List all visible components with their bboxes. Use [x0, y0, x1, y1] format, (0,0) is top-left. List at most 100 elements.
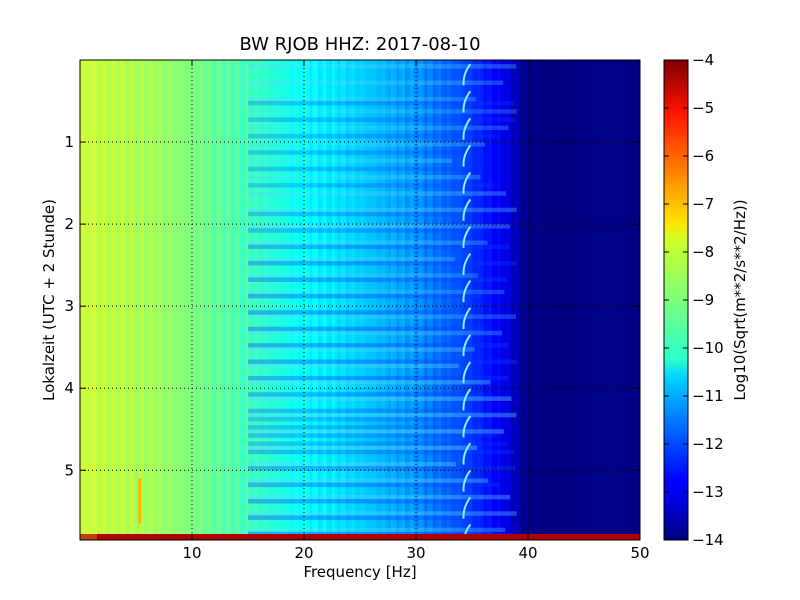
colorbar-ticks: −4 −5 −6 −7 −8 −9 −10 −11 −12 −13 −14	[664, 51, 724, 549]
spectrogram-column	[80, 60, 84, 540]
x-axis-label: Frequency [Hz]	[303, 563, 416, 581]
spectrogram-column	[225, 60, 229, 540]
spectrogram-column	[147, 60, 151, 540]
spectrogram-column	[424, 60, 428, 540]
spectrogram-column	[441, 60, 445, 540]
spectrogram-column	[295, 60, 299, 540]
spectrogram-column	[544, 60, 549, 540]
colorbar-tick-label: −10	[692, 339, 724, 357]
spectrogram-column	[108, 60, 112, 540]
colorbar-tick-label: −6	[692, 147, 714, 165]
spectrogram-column	[519, 60, 523, 540]
spectrogram-row-stripe	[248, 359, 517, 364]
spectrogram-column	[508, 60, 512, 540]
spectrogram-column	[220, 60, 224, 540]
spectrogram-column	[379, 60, 383, 540]
tonal-line-segment	[462, 198, 472, 221]
spectrogram-column	[152, 60, 157, 540]
spectrogram-column	[91, 60, 95, 540]
grid-lines	[80, 60, 640, 540]
colorbar-tick-label: −8	[692, 243, 714, 261]
spectrogram-column	[206, 60, 210, 540]
spectrogram-column	[407, 60, 411, 540]
colorbar-tick-label: −12	[692, 435, 724, 453]
spectrogram-row-stripe	[248, 224, 510, 229]
colorbar-tick-label: −11	[692, 387, 724, 405]
spectrogram-column	[388, 60, 392, 540]
spectrogram-column	[455, 60, 459, 540]
saturated-row	[80, 534, 640, 540]
spectrogram-row-stripe	[248, 314, 516, 319]
spectrogram-row-stripe	[248, 375, 508, 381]
spectrogram-column	[228, 60, 232, 540]
spectrogram-column	[404, 60, 409, 540]
spectrogram-column	[600, 60, 605, 540]
y-tick-label: 5	[64, 461, 74, 479]
colorbar-tick-label: −14	[692, 531, 724, 549]
spectrogram-row-stripe	[248, 462, 457, 467]
spectrogram-row-stripe	[248, 441, 507, 447]
spectrogram-column	[133, 60, 137, 540]
spectrogram-row-stripe	[248, 466, 516, 471]
spectrogram-column	[620, 60, 624, 540]
spectrogram-column	[264, 60, 269, 540]
spectrogram-row-stripe	[248, 310, 452, 315]
spectrogram-column	[502, 60, 507, 540]
spectrogram-column	[564, 60, 568, 540]
spectrogram-column	[161, 60, 165, 540]
spectrogram-row-stripe	[248, 211, 455, 217]
spectrogram-column	[374, 60, 378, 540]
spectrogram-column	[292, 60, 297, 540]
spectrogram-column	[116, 60, 120, 540]
spectrogram-column	[539, 60, 543, 540]
spectrogram-row-stripe	[248, 109, 517, 114]
y-axis-ticks: 1 2 3 4 5	[64, 133, 640, 479]
spectrogram-row-stripe	[248, 408, 451, 414]
tonal-line-segment	[462, 415, 472, 438]
spectrogram-column	[466, 60, 470, 540]
spectrogram-column	[376, 60, 381, 540]
spectrogram-column	[276, 60, 280, 540]
spectrogram-column	[598, 60, 602, 540]
tonal-line-segment	[462, 307, 472, 330]
tonal-line-segment	[462, 63, 472, 86]
spectrogram-column	[393, 60, 397, 540]
spectrogram-column	[494, 60, 498, 540]
spectrogram-column	[536, 60, 540, 540]
spectrogram-row-stripe	[248, 80, 504, 86]
y-tick-label: 2	[64, 215, 74, 233]
spectrogram-row-stripe	[248, 101, 515, 106]
tonal-line-segment	[462, 496, 472, 519]
spectrogram-column	[273, 60, 277, 540]
spectrogram-column	[138, 60, 143, 540]
spectrogram-row-stripe	[248, 498, 471, 504]
spectrogram-column	[528, 60, 532, 540]
spectrogram-column	[561, 60, 565, 540]
spectrogram-column	[113, 60, 117, 540]
spectrogram-column	[614, 60, 619, 540]
spectrogram-column	[270, 60, 274, 540]
spectrogram-column	[175, 60, 179, 540]
spectrogram-column	[234, 60, 238, 540]
spectrogram-row-stripe	[248, 125, 509, 131]
x-axis-ticks: 10 20 30 40 50	[182, 60, 650, 562]
spectrogram-column	[416, 60, 420, 540]
spectrogram-column	[169, 60, 173, 540]
spectrogram-column	[136, 60, 140, 540]
spectrogram-column	[402, 60, 406, 540]
spectrogram-row-stripe	[248, 183, 495, 188]
spectrogram-row-stripe	[248, 527, 506, 533]
spectrogram-column	[612, 60, 616, 540]
spectrogram-column	[547, 60, 551, 540]
colorbar-tick-label: −5	[692, 99, 714, 117]
spectrogram-column	[446, 60, 451, 540]
spectrogram-row-stripe	[248, 429, 504, 434]
spectrogram-column	[194, 60, 199, 540]
spectrogram-row-stripe	[248, 191, 506, 196]
plot-area	[80, 60, 640, 540]
spectrogram-column	[595, 60, 599, 540]
colorbar-tick-label: −13	[692, 483, 724, 501]
spectrogram-column	[172, 60, 176, 540]
spectrogram-column	[550, 60, 554, 540]
spectrogram-row-stripe	[248, 174, 481, 180]
